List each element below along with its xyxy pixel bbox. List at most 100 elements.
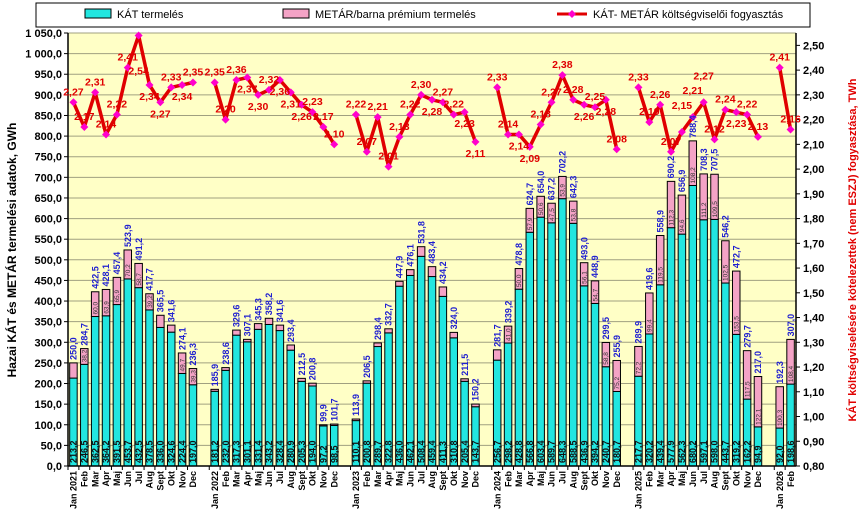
- x-tick-label: Jan 2026: [775, 471, 785, 509]
- y-tick-label-left: 400,0: [34, 296, 62, 308]
- x-tick-label: Jan 2025: [634, 471, 644, 509]
- bar-label-total: 332,7: [384, 303, 394, 326]
- consumption-line: [69, 31, 795, 171]
- bar-label-kat: 343,2: [264, 440, 274, 463]
- bar-label-total: 324,0: [449, 307, 459, 330]
- x-tick-label: Jun: [264, 471, 274, 487]
- bar-label-total: 491,2: [134, 238, 144, 261]
- line-marker-icon: [558, 71, 567, 80]
- bar-label-kat: 181,2: [210, 440, 220, 463]
- line-value-label: 2,36: [270, 86, 291, 98]
- bar-metar: [232, 329, 241, 336]
- line-marker-icon: [395, 132, 404, 141]
- bar-kat: [655, 284, 665, 467]
- y-tick-label-left: 450,0: [34, 275, 62, 287]
- bar-metar: [634, 345, 643, 377]
- bar-metar: [775, 386, 784, 429]
- bar-label-metar: 70,2: [125, 264, 132, 277]
- bar-metar: [112, 276, 122, 306]
- bar-label-kat: 162,2: [742, 440, 752, 463]
- bar-metar: [699, 173, 708, 221]
- line-marker-icon: [732, 108, 741, 117]
- bar-metar: [134, 262, 143, 289]
- y-axis-right-title: KÁT költségviselésére kötelezettek (nem …: [846, 78, 859, 421]
- x-tick-label: Apr: [101, 471, 111, 487]
- line-value-label: 2,09: [520, 153, 541, 165]
- x-tick-label: Jul: [416, 471, 426, 484]
- x-tick-label: Nov: [742, 471, 752, 488]
- line-value-label: 2,19: [639, 106, 660, 118]
- bar-label-metar: 56,1: [581, 271, 588, 284]
- bar-label-kat: 394,2: [590, 440, 600, 463]
- y-tick-label-right: 1,80: [803, 214, 824, 226]
- line-marker-icon: [786, 125, 795, 134]
- bar-metar: [569, 200, 578, 224]
- bar-label-kat: 200,8: [362, 440, 372, 463]
- bar-label-total: 298,4: [373, 317, 383, 340]
- x-tick-label: Apr: [384, 471, 394, 487]
- bar-kat: [579, 285, 589, 467]
- bar-label-total: 472,7: [731, 246, 741, 269]
- bar-label-total: 238,6: [221, 342, 231, 365]
- bar-label-kat: 453,7: [123, 440, 133, 463]
- bar-label-kat: 224,4: [177, 440, 187, 463]
- x-tick-label: Maj: [536, 471, 546, 486]
- x-tick-label: Maj: [253, 471, 263, 486]
- line-marker-icon: [493, 83, 502, 92]
- consumption-line-segment: [777, 67, 793, 130]
- line-marker-icon: [514, 130, 523, 139]
- x-tick-label: Aug: [145, 471, 155, 489]
- legend-swatch-metar: [282, 8, 310, 19]
- line-value-label: 2,38: [552, 59, 573, 71]
- bar-metar: [384, 328, 393, 334]
- bar-metar: [145, 293, 154, 311]
- x-tick-label: Okt: [590, 471, 600, 486]
- bar-label-total: 476,1: [405, 244, 415, 267]
- y-tick-label-left: 750,0: [34, 152, 62, 164]
- y-tick-label-right: 2,30: [803, 90, 824, 102]
- x-tick-label: Aug: [427, 471, 437, 489]
- x-tick-label: Sept: [156, 471, 166, 491]
- line-marker-icon: [254, 90, 263, 99]
- x-tick-label: Jan 2022: [210, 471, 220, 509]
- bar-metar: [492, 349, 502, 361]
- bar-metar: [590, 280, 600, 304]
- bar-label-kat: 364,2: [101, 440, 111, 463]
- y-tick-label-left: 1 050,0: [25, 28, 62, 40]
- line-marker-icon: [601, 95, 610, 104]
- bar-label-metar: 108,4: [788, 365, 795, 382]
- line-value-label: 2,21: [683, 85, 704, 97]
- line-marker-icon: [710, 135, 719, 144]
- line-value-label: 2,22: [737, 99, 758, 111]
- x-tick-label: Dec: [188, 471, 198, 488]
- bar-label-metar: 100,3: [777, 409, 784, 426]
- bar-label-metar: 53,8: [571, 208, 578, 221]
- bar-label-kat: 648,3: [558, 440, 568, 463]
- legend: KÁT termelés METÁR/barna prémium termelé…: [35, 2, 811, 28]
- bar-label-total: 637,2: [547, 178, 557, 201]
- line-value-label: 2,16: [780, 113, 801, 125]
- line-value-label: 2,07: [661, 136, 682, 148]
- line-value-label: 2,23: [454, 118, 475, 130]
- bar-label-kat: 213,2: [69, 440, 79, 463]
- bar-kat: [666, 227, 676, 467]
- bar-metar: [101, 288, 111, 317]
- bar-label-metar: 122,1: [755, 408, 762, 425]
- bar-label-metar: 50,6: [538, 202, 545, 215]
- bar-label-total: 281,7: [492, 324, 502, 347]
- x-tick-label: Sept: [579, 471, 589, 491]
- x-tick-label: Feb: [786, 471, 796, 488]
- x-tick-label: Sept: [721, 471, 731, 491]
- line-marker-icon: [753, 132, 762, 141]
- line-marker-icon: [547, 98, 556, 107]
- bar-label-metar: 72,2: [636, 361, 643, 374]
- bar-metar: [536, 195, 545, 218]
- legend-box: [35, 2, 811, 28]
- legend-label-kat: KÁT termelés: [117, 8, 184, 21]
- bar-label-metar: 39,2: [147, 295, 154, 308]
- line-marker-icon: [134, 31, 143, 40]
- x-tick-label: Okt: [449, 471, 459, 486]
- bar-label-kat: 319,2: [731, 440, 741, 463]
- y-tick-label-left: 700,0: [34, 172, 62, 184]
- bar-label-kat: 331,4: [253, 440, 263, 463]
